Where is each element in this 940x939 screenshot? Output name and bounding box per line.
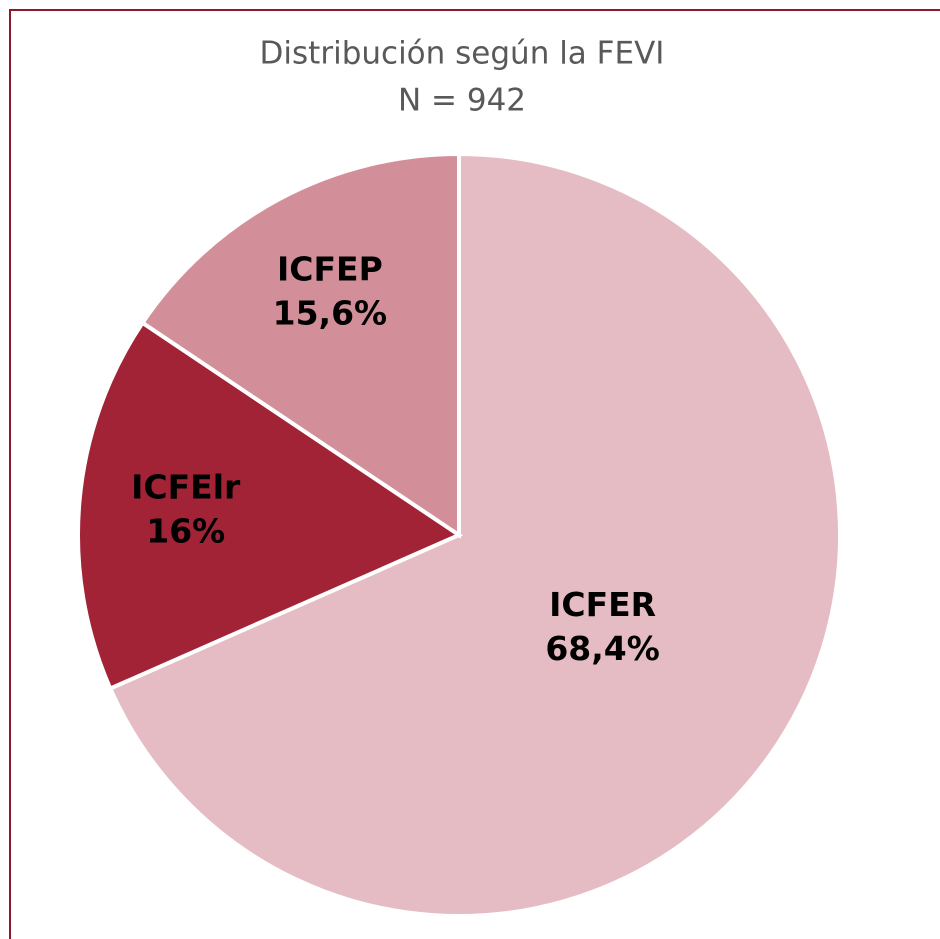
slice-value-label: 15,6% [273, 293, 388, 332]
pie-slice [107, 151, 842, 918]
slice-value-label: 16% [146, 511, 225, 550]
chart-title: Distribución según la FEVI [260, 36, 665, 72]
slice-label: ICFEP [277, 249, 383, 288]
pie-slice [76, 320, 464, 692]
slice-label: ICFElr [131, 467, 241, 506]
slice-label: ICFER [549, 585, 656, 624]
slice-value-label: 68,4% [545, 629, 660, 668]
pie-slice [139, 151, 461, 539]
chart-subtitle: N = 942 [398, 83, 526, 119]
